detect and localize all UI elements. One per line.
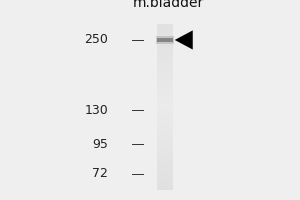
Bar: [157, 54, 173, 57]
Bar: [157, 71, 173, 74]
Bar: [157, 38, 173, 41]
Bar: [157, 38, 173, 42]
Bar: [157, 110, 173, 113]
Bar: [157, 187, 173, 190]
Bar: [157, 90, 173, 93]
Bar: [157, 143, 173, 146]
Bar: [157, 57, 173, 60]
Bar: [157, 74, 173, 77]
Bar: [157, 121, 173, 124]
Bar: [157, 124, 173, 126]
Bar: [157, 179, 173, 182]
Bar: [157, 129, 173, 132]
Bar: [157, 85, 173, 88]
Bar: [157, 88, 173, 90]
Bar: [157, 184, 173, 187]
Bar: [157, 41, 173, 43]
Bar: [157, 30, 173, 32]
Bar: [157, 140, 173, 143]
Bar: [157, 157, 173, 160]
Bar: [157, 137, 173, 140]
Bar: [157, 32, 173, 35]
Bar: [157, 35, 173, 38]
Text: 72: 72: [92, 167, 108, 180]
Bar: [157, 79, 173, 82]
Bar: [157, 115, 173, 118]
Text: 95: 95: [92, 138, 108, 151]
Bar: [156, 36, 174, 44]
Bar: [157, 93, 173, 96]
Bar: [157, 173, 173, 176]
Polygon shape: [175, 30, 193, 50]
Bar: [157, 154, 173, 157]
Bar: [157, 96, 173, 99]
Text: m.bladder: m.bladder: [132, 0, 204, 10]
Bar: [157, 176, 173, 179]
Bar: [157, 118, 173, 121]
Bar: [157, 182, 173, 184]
Bar: [157, 171, 173, 173]
Bar: [157, 63, 173, 66]
Bar: [157, 151, 173, 154]
Bar: [157, 113, 173, 115]
Bar: [157, 107, 173, 110]
Text: 250: 250: [84, 33, 108, 46]
Bar: [157, 46, 173, 49]
Bar: [157, 24, 173, 27]
Bar: [157, 165, 173, 168]
Bar: [157, 160, 173, 162]
Bar: [157, 49, 173, 52]
Bar: [157, 135, 173, 137]
Bar: [157, 101, 173, 104]
Bar: [157, 52, 173, 54]
Bar: [157, 77, 173, 79]
Bar: [157, 60, 173, 63]
Bar: [157, 132, 173, 135]
Bar: [157, 66, 173, 68]
Bar: [157, 82, 173, 85]
Bar: [157, 168, 173, 171]
Bar: [157, 68, 173, 71]
Bar: [157, 146, 173, 148]
Bar: [157, 104, 173, 107]
Bar: [157, 99, 173, 101]
Bar: [157, 43, 173, 46]
Bar: [157, 148, 173, 151]
Text: 130: 130: [84, 104, 108, 117]
Bar: [157, 27, 173, 30]
Bar: [157, 126, 173, 129]
Bar: [157, 162, 173, 165]
